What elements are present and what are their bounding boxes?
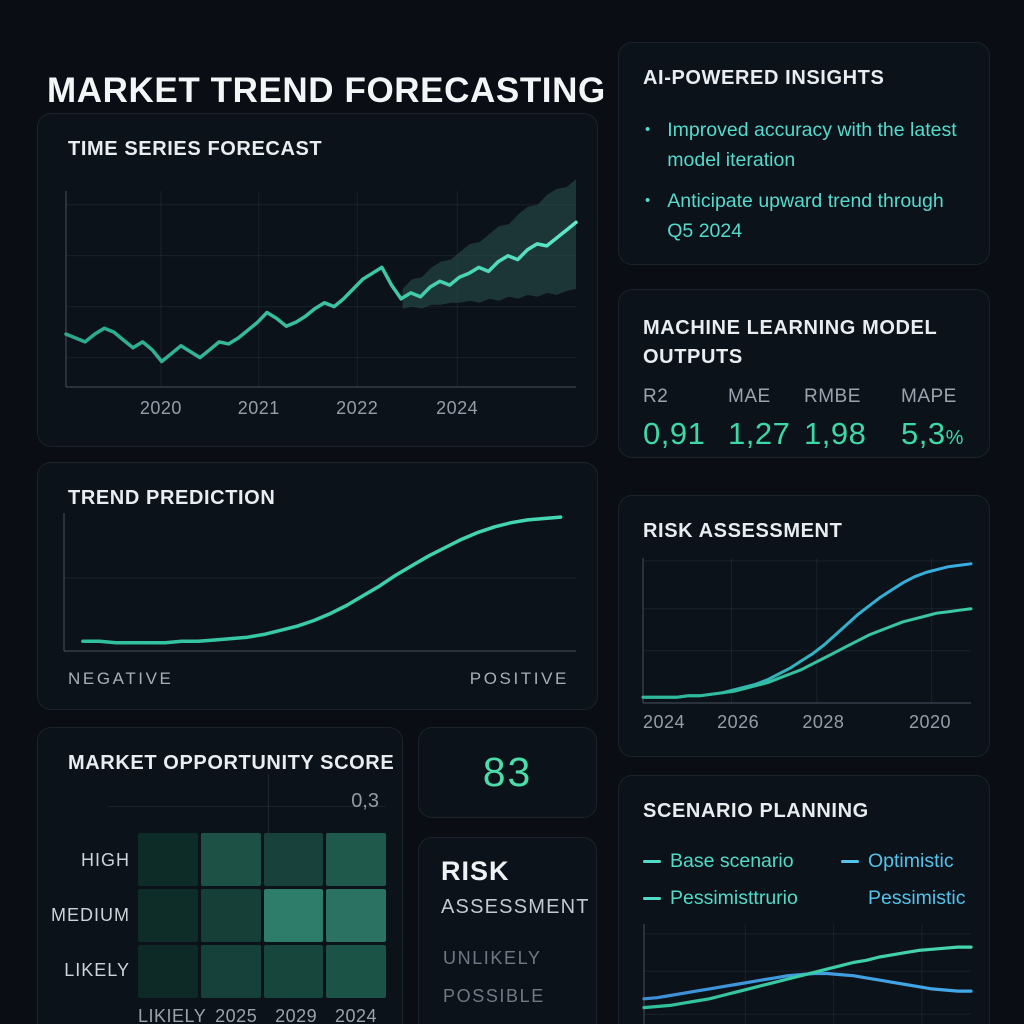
trend-negative-label: NEGATIVE (68, 669, 174, 688)
heatmap-col-label: LIKIELY (138, 1006, 207, 1024)
legend-dash-icon (643, 897, 661, 900)
heatmap-cell (263, 889, 324, 942)
heatmap-row-label: LIKELY (64, 960, 130, 980)
trend-prediction-chart (63, 513, 576, 652)
svg-text:2024: 2024 (436, 398, 478, 418)
risk-card-subtitle: ASSESSMENT (441, 896, 590, 918)
heatmap-cell (138, 945, 198, 998)
metric-label: MAE (728, 386, 771, 407)
heatmap-row-label: MEDIUM (51, 905, 130, 925)
opportunity-corner-value: 0,3 (351, 790, 379, 812)
heatmap-cell (326, 945, 386, 998)
heatmap-gridline-v (268, 774, 269, 833)
opportunity-title: MARKET OPPORTUNITY SCORE (68, 752, 395, 774)
scenario-panel: SCENARIO PLANNING Base scenario Optimisti… (618, 775, 990, 1024)
heatmap-cell (263, 833, 324, 886)
metric-value: 1,98 (804, 416, 867, 451)
heatmap-gridline-h (108, 806, 386, 807)
svg-text:2028: 2028 (802, 712, 844, 732)
page-title: MARKET TREND FORECASTING (47, 71, 606, 111)
scenario-legend: Base scenario Optimistic Pessimisttrurio Pe… (643, 850, 973, 910)
scenario-title: SCENARIO PLANNING (643, 800, 869, 822)
metrics-row: R2 0,91 MAE 1,27 RMBE 1,98 MAPE 5,3% (643, 386, 979, 452)
score-card: 83 (418, 727, 597, 818)
heatmap-col-labels: LIKIELY 2025 2029 2024 (138, 1006, 386, 1024)
insights-title: AI-POWERED INSIGHTS (643, 67, 885, 89)
trend-positive-label: POSITIVE (469, 669, 569, 688)
metric-suffix: % (945, 427, 964, 449)
heatmap-row-labels: HIGH MEDIUM LIKELY (38, 833, 130, 998)
insights-list: • Improved accuracy with the latest model… (645, 115, 967, 246)
time-series-title: TIME SERIES FORECAST (68, 138, 323, 160)
risk-assessment-chart: 2024 2026 2028 2020 (641, 558, 973, 732)
svg-text:2022: 2022 (336, 398, 378, 418)
svg-text:2020: 2020 (909, 712, 951, 732)
legend-dash-icon (841, 860, 859, 863)
risk-level-label: UNLIKELY (443, 948, 542, 968)
metric-value: 5,3% (901, 416, 964, 451)
svg-text:2024: 2024 (643, 712, 685, 732)
heatmap-cell (200, 945, 261, 998)
ml-outputs-panel: MACHINE LEARNING MODEL OUTPUTS R2 0,91 MAE… (618, 289, 990, 458)
heatmap-cell (138, 833, 198, 886)
ml-outputs-title: MACHINE LEARNING MODEL OUTPUTS (643, 317, 937, 368)
time-series-chart: 2020 2021 2022 2024 (64, 179, 578, 418)
heatmap-col-label: 2029 (275, 1006, 318, 1024)
metric-label: MAPE (901, 386, 957, 407)
metric: RMBE 1,98 (804, 386, 901, 452)
heatmap-cell (200, 889, 261, 942)
legend-label: Optimistic (868, 850, 954, 872)
bullet-icon: • (645, 192, 651, 209)
trend-prediction-title: TREND PREDICTION (68, 487, 276, 509)
legend-item: Optimistic (841, 850, 973, 873)
legend-label: Base scenario (670, 850, 794, 872)
insight-item: • Anticipate upward trend through Q5 2024 (645, 186, 967, 246)
heatmap-cell (138, 889, 198, 942)
heatmap-col-label: 2025 (215, 1006, 258, 1024)
metric-value: 1,27 (728, 416, 791, 451)
heatmap-col-label: 2024 (335, 1006, 378, 1024)
heatmap-row-label: HIGH (81, 850, 130, 870)
time-series-panel: TIME SERIES FORECAST 2020 2021 2022 2024 (37, 113, 598, 447)
metric-label: RMBE (804, 386, 861, 407)
scenario-chart (642, 924, 973, 1024)
insights-panel: AI-POWERED INSIGHTS • Improved accuracy w… (618, 42, 990, 265)
svg-text:2026: 2026 (717, 712, 759, 732)
legend-item: Pessimistic (841, 887, 973, 910)
opportunity-panel: MARKET OPPORTUNITY SCORE 0,3 HIGH MEDIUM L… (37, 727, 403, 1024)
insight-item: • Improved accuracy with the latest model… (645, 115, 967, 175)
metric: MAE 1,27 (728, 386, 804, 452)
heatmap-cell (326, 833, 386, 886)
risk-card-title: RISK (441, 856, 510, 886)
insight-text: Improved accuracy with the latest model … (667, 119, 957, 171)
legend-item: Base scenario (643, 850, 841, 873)
opportunity-heatmap (138, 833, 386, 998)
metric-value: 0,91 (643, 416, 706, 451)
legend-dash-icon (643, 860, 661, 863)
legend-label: Pessimistic (868, 887, 966, 909)
heatmap-cell (263, 945, 324, 998)
score-value: 83 (482, 749, 533, 795)
risk-assessment-title: RISK ASSESSMENT (643, 520, 843, 542)
risk-level-label: POSSIBLE (443, 986, 545, 1006)
metric: R2 0,91 (643, 386, 728, 452)
heatmap-cell (200, 833, 261, 886)
heatmap-cell (326, 889, 386, 942)
risk-card: RISK ASSESSMENT UNLIKELY POSSIBLE (418, 837, 597, 1024)
trend-prediction-panel: TREND PREDICTION NEGATIVE POSITIVE (37, 462, 598, 710)
insight-text: Anticipate upward trend through Q5 2024 (667, 190, 944, 242)
bullet-icon: • (645, 121, 651, 138)
metric-label: R2 (643, 386, 669, 407)
legend-item: Pessimisttrurio (643, 887, 841, 910)
risk-assessment-panel: RISK ASSESSMENT 2024 2026 2028 2020 (618, 495, 990, 757)
svg-text:2021: 2021 (238, 398, 280, 418)
risk-card-items: UNLIKELY POSSIBLE (443, 948, 545, 1007)
svg-text:2020: 2020 (140, 398, 182, 418)
legend-label: Pessimisttrurio (670, 887, 798, 909)
metric: MAPE 5,3% (901, 386, 979, 452)
